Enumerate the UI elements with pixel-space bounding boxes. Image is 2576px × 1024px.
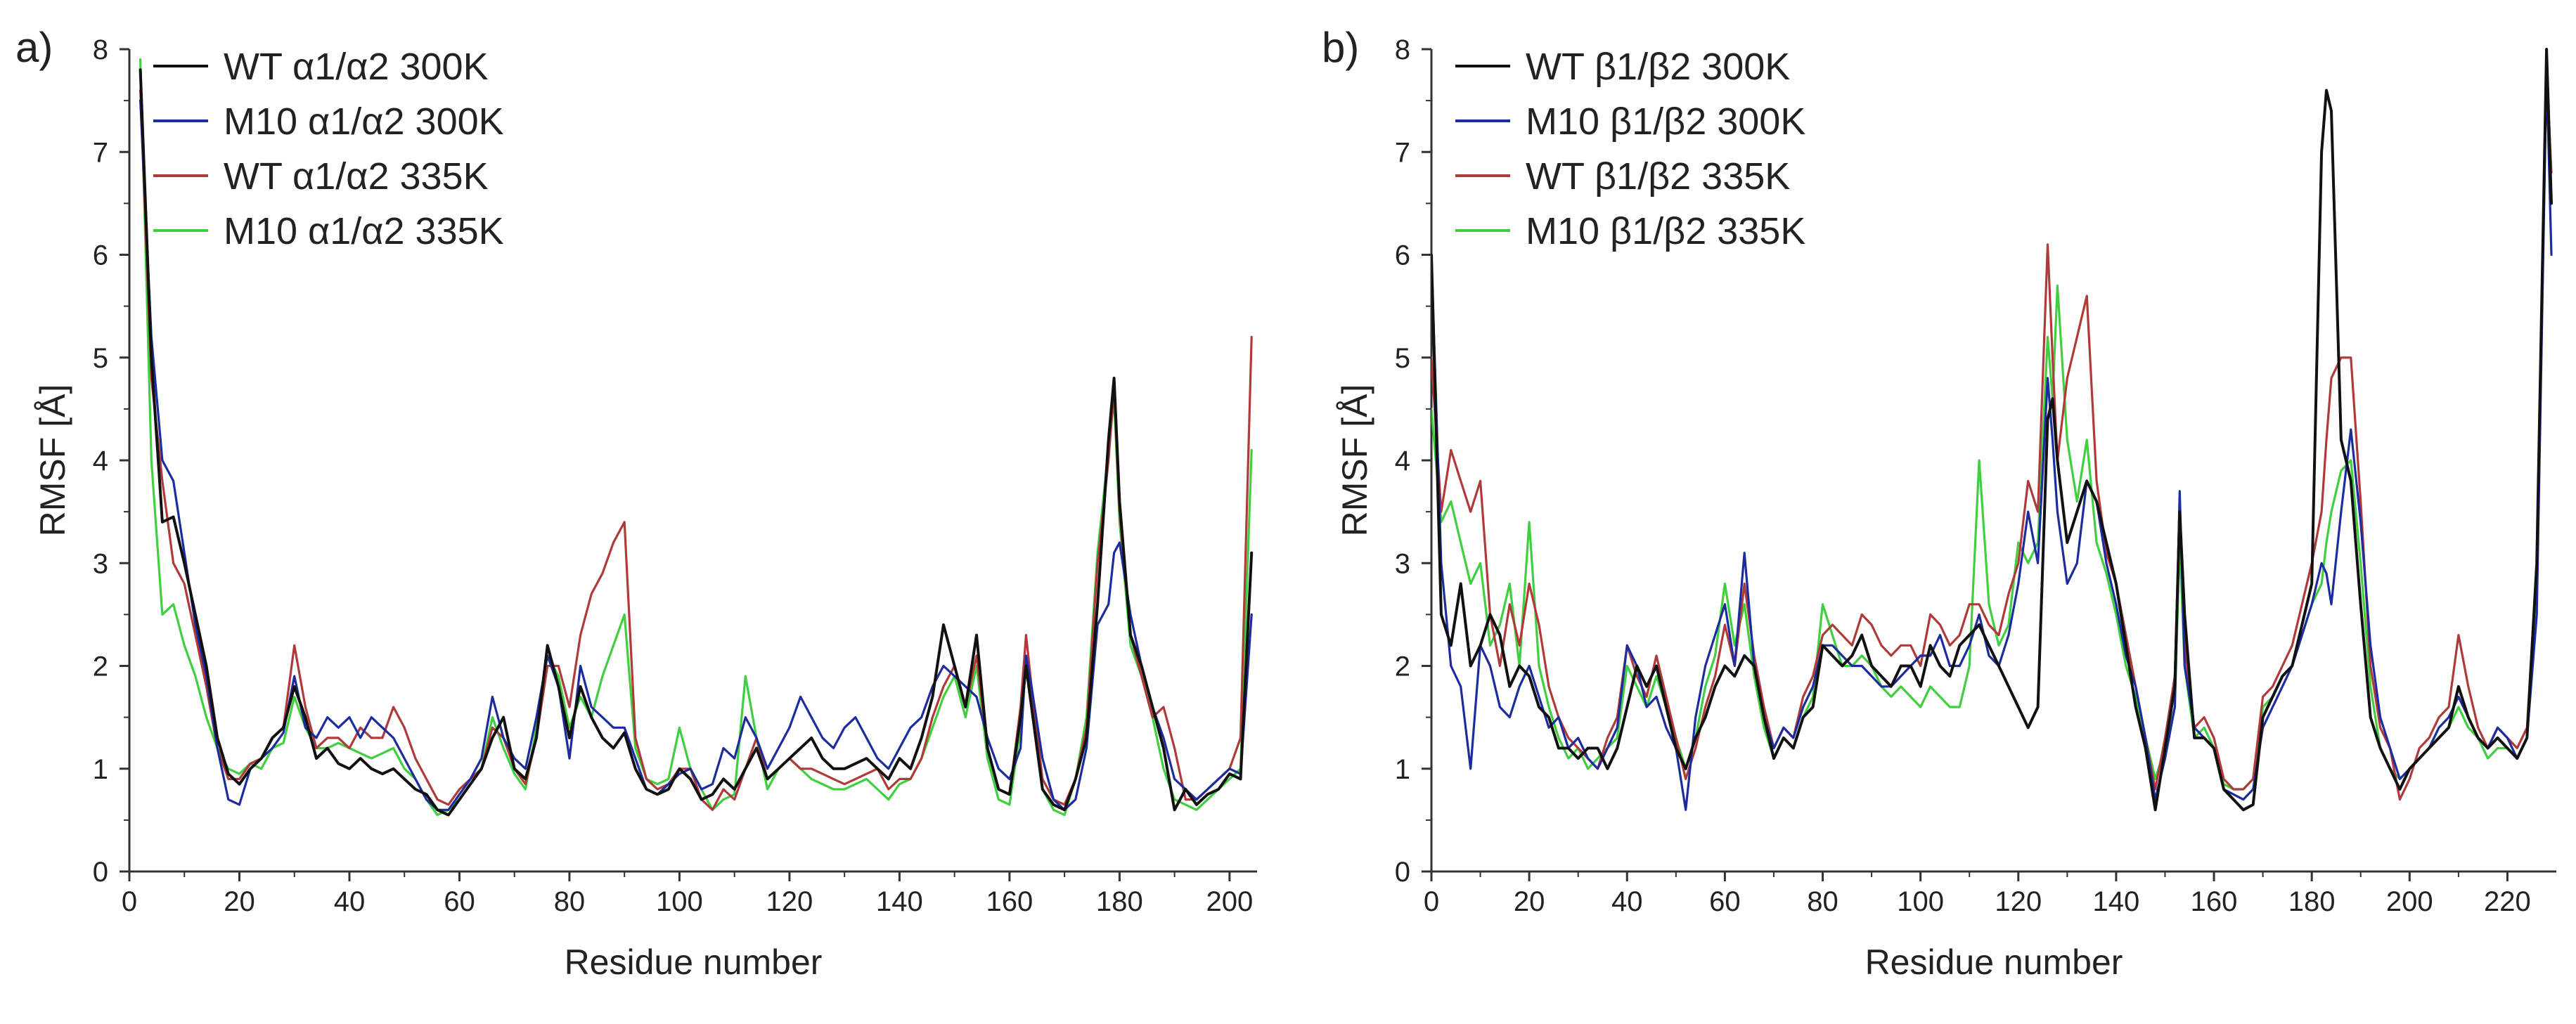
- x-tick-label: 220: [2484, 886, 2531, 917]
- series-line-2: [139, 99, 1253, 811]
- y-tick-label: 8: [1395, 34, 1410, 65]
- y-tick-label: 0: [93, 857, 108, 888]
- x-tick-label: 20: [1514, 886, 1545, 917]
- chart-panel-a: 0 20 40 60 80 100 120 140 160 180 200 0 1 2 3 4 5 6 7 8 Resi…: [15, 24, 1257, 982]
- y-tick-label: 6: [93, 240, 108, 271]
- legend-label: M10 β1/β2 335K: [1526, 210, 1805, 252]
- x-tick-label: 80: [1807, 886, 1838, 917]
- x-tick-label: 100: [1897, 886, 1944, 917]
- y-tick-label: 3: [93, 548, 108, 579]
- y-tick-label: 4: [1395, 446, 1410, 477]
- legend-label: WT α1/α2 335K: [224, 155, 489, 197]
- x-tick-label: 80: [554, 886, 586, 917]
- legend-label: WT β1/β2 335K: [1526, 155, 1790, 197]
- x-tick-label: 0: [122, 886, 137, 917]
- x-tick-label: 40: [334, 886, 366, 917]
- x-tick-label: 120: [766, 886, 813, 917]
- x-tick-label: 160: [2191, 886, 2238, 917]
- y-axis-title: RMSF [Å]: [1335, 384, 1374, 537]
- legend-label: M10 α1/α2 335K: [224, 210, 504, 252]
- legend-label: WT α1/α2 300K: [224, 46, 489, 88]
- series-line-4: [1431, 58, 2553, 791]
- legend-label: M10 α1/α2 300K: [224, 101, 504, 143]
- y-tick-label: 7: [93, 137, 108, 168]
- y-axis-title: RMSF [Å]: [33, 384, 72, 537]
- y-tick-label: 2: [93, 652, 108, 682]
- y-tick-label: 4: [93, 446, 108, 477]
- panel-label: a): [15, 24, 53, 71]
- x-tick-label: 200: [2386, 886, 2433, 917]
- x-tick-label: 140: [2093, 886, 2140, 917]
- x-tick-label: 20: [224, 886, 255, 917]
- y-tick-label: 6: [1395, 240, 1410, 271]
- x-tick-label: 180: [2288, 886, 2336, 917]
- x-tick-label: 140: [876, 886, 923, 917]
- chart-panel-b: 0 20 40 60 80 100 120 140 160 180 200 220 0 1 2 3 4 5 6 7 8 R…: [1322, 24, 2556, 982]
- y-tick-label: 1: [93, 754, 108, 785]
- x-axis-title: Residue number: [565, 942, 823, 982]
- y-tick-label: 3: [1395, 548, 1410, 579]
- series-line-1: [1431, 48, 2553, 812]
- series-line-1: [139, 68, 1254, 817]
- x-tick-label: 60: [1709, 886, 1741, 917]
- x-axis-title: Residue number: [1865, 942, 2123, 982]
- y-tick-label: 7: [1395, 137, 1410, 168]
- y-tick-label: 8: [93, 34, 108, 65]
- y-tick-label: 2: [1395, 652, 1410, 682]
- series-line-3: [139, 89, 1253, 811]
- y-tick-label: 1: [1395, 754, 1410, 785]
- legend-label: WT β1/β2 300K: [1526, 46, 1790, 88]
- x-tick-label: 160: [986, 886, 1033, 917]
- x-tick-label: 0: [1424, 886, 1439, 917]
- x-tick-label: 100: [656, 886, 703, 917]
- y-tick-label: 5: [93, 343, 108, 374]
- x-tick-label: 180: [1096, 886, 1143, 917]
- x-tick-label: 200: [1206, 886, 1254, 917]
- y-tick-label: 0: [1395, 857, 1410, 888]
- x-tick-label: 60: [444, 886, 475, 917]
- x-tick-label: 120: [1995, 886, 2042, 917]
- x-tick-label: 40: [1611, 886, 1643, 917]
- y-tick-label: 5: [1395, 343, 1410, 374]
- legend-label: M10 β1/β2 300K: [1526, 101, 1805, 143]
- panel-label: b): [1322, 24, 1359, 71]
- series-line-2: [1431, 68, 2553, 811]
